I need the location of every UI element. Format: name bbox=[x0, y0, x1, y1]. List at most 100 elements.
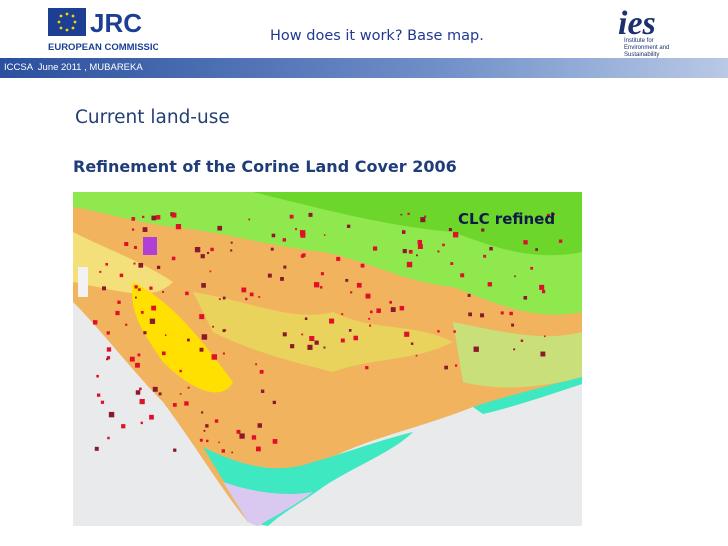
urban-patch bbox=[290, 344, 295, 349]
urban-patch bbox=[514, 275, 516, 278]
urban-patch bbox=[353, 335, 359, 341]
urban-patch bbox=[410, 342, 414, 345]
urban-patch bbox=[231, 451, 233, 454]
urban-patch bbox=[187, 386, 190, 389]
banner bbox=[0, 58, 728, 78]
urban-patch bbox=[541, 289, 546, 294]
urban-patch bbox=[173, 448, 177, 452]
urban-patch bbox=[125, 323, 128, 326]
urban-patch bbox=[201, 411, 204, 414]
urban-patch bbox=[487, 282, 492, 287]
urban-patch bbox=[390, 307, 396, 312]
banner-text: ICCSA June 2011 , MUBAREKA bbox=[4, 62, 143, 73]
urban-patch bbox=[509, 311, 513, 316]
urban-patch bbox=[389, 300, 393, 304]
urban-patch bbox=[105, 263, 109, 266]
urban-patch bbox=[140, 421, 143, 425]
urban-patch bbox=[151, 215, 157, 221]
urban-patch bbox=[187, 338, 190, 342]
urban-patch bbox=[102, 286, 107, 291]
urban-patch bbox=[520, 339, 524, 342]
urban-patch bbox=[201, 334, 208, 340]
urban-patch bbox=[483, 254, 487, 258]
urban-patch bbox=[480, 313, 485, 318]
sparse-area bbox=[78, 267, 88, 297]
urban-patch bbox=[365, 293, 371, 299]
urban-patch bbox=[218, 441, 220, 444]
urban-areas bbox=[93, 212, 563, 454]
urban-patch bbox=[424, 215, 427, 218]
urban-patch bbox=[437, 330, 440, 333]
urban-patch bbox=[329, 318, 335, 324]
urban-patch bbox=[417, 244, 423, 249]
urban-patch bbox=[255, 363, 258, 366]
urban-patch bbox=[402, 229, 405, 232]
urban-patch bbox=[523, 240, 528, 245]
urban-patch bbox=[100, 400, 105, 404]
urban-patch bbox=[107, 436, 110, 440]
urban-patch bbox=[164, 334, 167, 336]
urban-patch bbox=[241, 287, 247, 293]
urban-patch bbox=[106, 331, 110, 335]
urban-patch bbox=[251, 435, 257, 440]
urban-patch bbox=[346, 224, 351, 228]
urban-patch bbox=[222, 329, 226, 333]
urban-patch bbox=[489, 246, 493, 251]
urban-patch bbox=[417, 239, 423, 245]
urban-patch bbox=[210, 247, 214, 252]
urban-patch bbox=[406, 261, 413, 268]
urban-patch bbox=[151, 305, 157, 311]
urban-patch bbox=[222, 352, 225, 355]
urban-patch bbox=[513, 348, 516, 351]
urban-patch bbox=[206, 439, 209, 443]
urban-patch bbox=[301, 333, 304, 336]
urban-patch bbox=[289, 214, 294, 219]
subheading: Refinement of the Corine Land Cover 2006 bbox=[73, 157, 457, 176]
logo-subtitle-line: Environment and bbox=[624, 45, 669, 51]
urban-patch bbox=[139, 398, 145, 405]
urban-patch bbox=[348, 329, 352, 332]
urban-patch bbox=[175, 224, 182, 230]
urban-patch bbox=[199, 347, 204, 352]
urban-patch bbox=[420, 217, 426, 223]
urban-patch bbox=[152, 386, 158, 392]
urban-patch bbox=[135, 390, 141, 395]
urban-patch bbox=[473, 346, 479, 352]
urban-patch bbox=[199, 314, 205, 320]
urban-patch bbox=[369, 324, 372, 327]
urban-patch bbox=[119, 273, 124, 278]
urban-patch bbox=[282, 238, 287, 242]
urban-patch bbox=[416, 254, 418, 257]
urban-patch bbox=[171, 256, 176, 261]
urban-patch bbox=[535, 248, 538, 251]
urban-patch bbox=[218, 298, 221, 301]
urban-patch bbox=[236, 429, 241, 434]
urban-patch bbox=[134, 296, 137, 299]
urban-patch bbox=[270, 247, 274, 251]
urban-patch bbox=[345, 278, 349, 282]
urban-patch bbox=[448, 228, 452, 232]
urban-patch bbox=[481, 228, 485, 232]
urban-patch bbox=[96, 393, 101, 397]
urban-patch bbox=[179, 369, 182, 373]
urban-patch bbox=[206, 251, 210, 255]
urban-patch bbox=[171, 212, 177, 218]
heading: Current land-use bbox=[75, 107, 230, 128]
urban-patch bbox=[523, 295, 528, 300]
urban-patch bbox=[96, 374, 99, 378]
urban-patch bbox=[179, 393, 182, 395]
urban-patch bbox=[115, 310, 120, 316]
urban-patch bbox=[230, 241, 233, 244]
urban-patch bbox=[258, 296, 261, 298]
urban-patch bbox=[137, 353, 141, 357]
urban-patch bbox=[203, 429, 206, 432]
urban-patch bbox=[212, 325, 215, 328]
urban-patch bbox=[336, 256, 341, 261]
urban-patch bbox=[323, 346, 326, 349]
urban-patch bbox=[400, 213, 403, 216]
urban-patch bbox=[399, 305, 405, 311]
urban-patch bbox=[209, 270, 212, 273]
eu-flag bbox=[48, 8, 86, 36]
urban-patch bbox=[402, 248, 407, 254]
urban-patch bbox=[149, 414, 154, 420]
